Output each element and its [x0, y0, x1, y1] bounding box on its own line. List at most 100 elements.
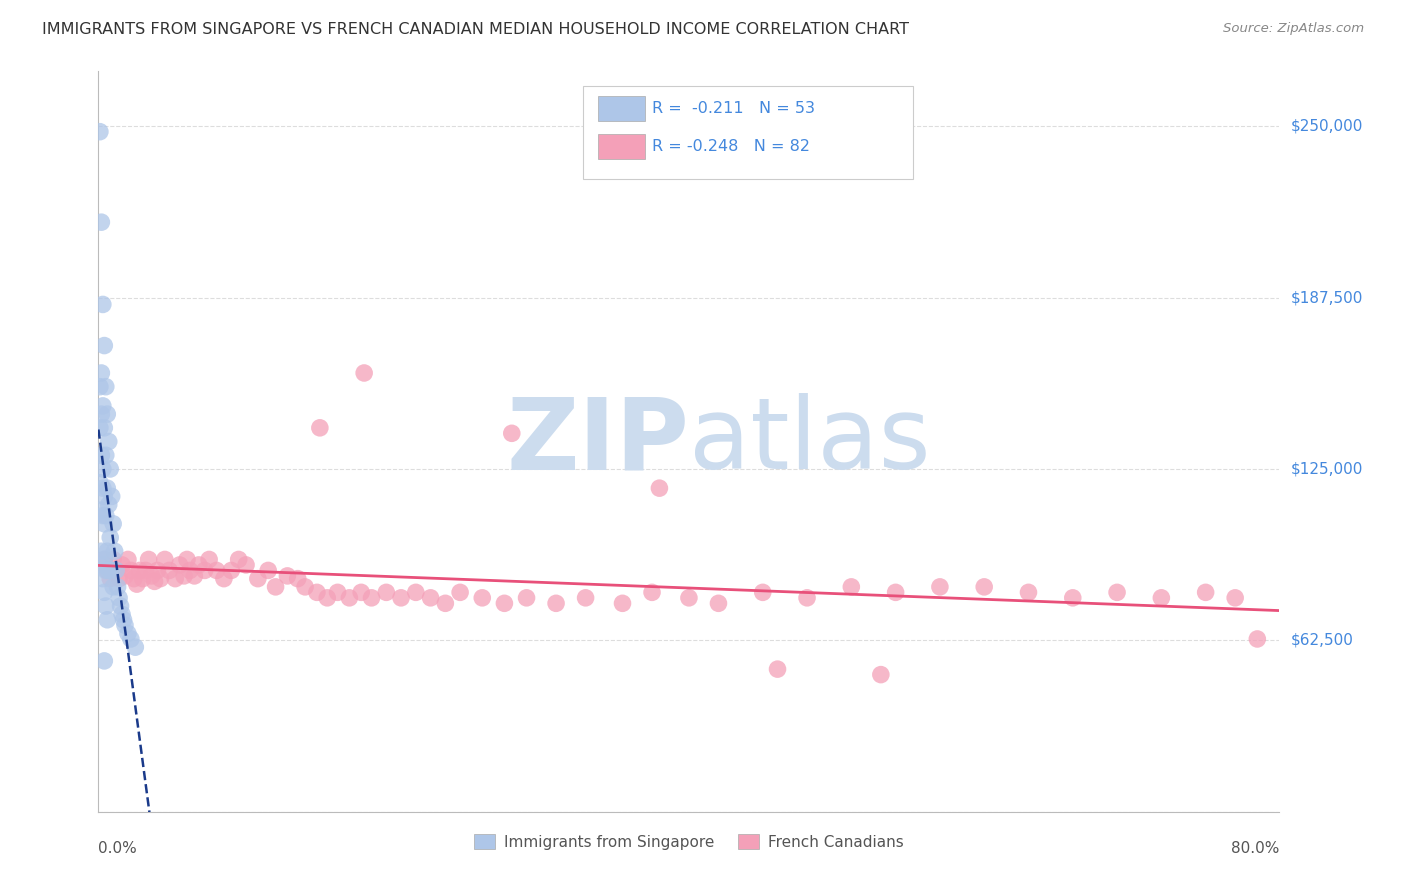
Point [114, 569, 136, 583]
Point [93, 654, 115, 668]
Point [103, 552, 125, 566]
Point [309, 421, 332, 435]
Point [108, 591, 131, 605]
Point [90, 407, 112, 421]
Point [339, 591, 361, 605]
Point [90, 366, 112, 380]
Point [100, 563, 122, 577]
Point [138, 552, 160, 566]
Point [91, 558, 114, 572]
Point [501, 426, 523, 441]
Point [93, 585, 115, 599]
Point [96, 481, 118, 495]
Text: R = -0.248   N = 82: R = -0.248 N = 82 [652, 139, 810, 154]
Text: $62,500: $62,500 [1291, 632, 1354, 648]
Text: $250,000: $250,000 [1291, 119, 1362, 134]
Point [94, 563, 117, 577]
Point [93, 489, 115, 503]
Point [212, 572, 235, 586]
Point [112, 613, 135, 627]
Point [124, 640, 146, 655]
Point [1225, 591, 1247, 605]
Point [326, 585, 349, 599]
Point [707, 596, 730, 610]
Point [766, 662, 789, 676]
Point [246, 572, 269, 586]
Point [90, 544, 112, 558]
Point [316, 591, 339, 605]
Point [276, 569, 298, 583]
Text: 0.0%: 0.0% [98, 841, 138, 856]
Legend: Immigrants from Singapore, French Canadians: Immigrants from Singapore, French Canadi… [468, 828, 910, 856]
Point [97, 498, 120, 512]
Point [111, 558, 134, 572]
Point [117, 626, 139, 640]
Point [375, 585, 398, 599]
Point [678, 591, 700, 605]
Point [516, 591, 538, 605]
Point [546, 596, 568, 610]
Point [132, 572, 155, 586]
Point [96, 544, 118, 558]
Point [449, 585, 471, 599]
Point [98, 531, 121, 545]
Point [89, 421, 111, 435]
Point [153, 552, 176, 566]
Point [884, 585, 907, 599]
Point [91, 508, 114, 523]
Point [257, 563, 280, 577]
Point [125, 577, 148, 591]
Point [228, 552, 250, 566]
Point [100, 489, 122, 503]
Point [146, 563, 169, 577]
Text: 80.0%: 80.0% [1232, 841, 1279, 856]
Point [353, 366, 375, 380]
Point [176, 552, 198, 566]
Text: $187,500: $187,500 [1291, 290, 1362, 305]
Point [93, 552, 115, 566]
Point [94, 599, 117, 613]
Point [96, 613, 118, 627]
Point [471, 591, 494, 605]
Point [179, 563, 201, 577]
Point [120, 632, 142, 646]
Point [305, 585, 328, 599]
Text: ZIP: ZIP [506, 393, 689, 490]
Point [796, 591, 818, 605]
Point [89, 125, 111, 139]
Point [1246, 632, 1268, 646]
Point [612, 596, 634, 610]
Point [128, 563, 150, 577]
Point [360, 591, 382, 605]
Point [135, 563, 157, 577]
Point [93, 421, 115, 435]
Point [841, 580, 863, 594]
Point [93, 552, 115, 566]
Point [97, 434, 120, 449]
Point [91, 462, 114, 476]
Point [91, 572, 114, 586]
Point [169, 558, 191, 572]
Point [107, 580, 129, 594]
Text: $125,000: $125,000 [1291, 461, 1362, 476]
Text: Source: ZipAtlas.com: Source: ZipAtlas.com [1223, 22, 1364, 36]
Point [96, 563, 118, 577]
Point [93, 338, 115, 352]
Text: R =  -0.211   N = 53: R = -0.211 N = 53 [652, 101, 815, 116]
Point [929, 580, 952, 594]
Point [91, 399, 114, 413]
Point [114, 618, 136, 632]
Point [103, 516, 125, 531]
FancyBboxPatch shape [598, 135, 645, 160]
Point [648, 481, 671, 495]
Point [419, 591, 441, 605]
Point [434, 596, 457, 610]
Point [183, 569, 205, 583]
Point [90, 448, 112, 462]
Point [122, 572, 145, 586]
Point [143, 574, 166, 589]
Point [97, 563, 120, 577]
FancyBboxPatch shape [598, 95, 645, 121]
Point [1150, 591, 1173, 605]
Point [105, 563, 128, 577]
